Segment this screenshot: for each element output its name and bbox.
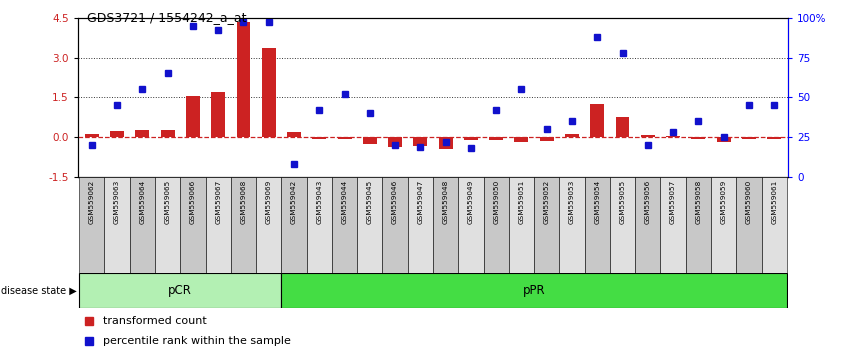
Bar xyxy=(666,136,680,137)
Bar xyxy=(635,177,661,273)
Text: GSM559042: GSM559042 xyxy=(291,180,297,224)
Bar xyxy=(383,177,408,273)
Bar xyxy=(742,137,756,139)
Bar xyxy=(155,177,180,273)
Bar xyxy=(211,92,225,137)
Bar xyxy=(281,177,307,273)
Bar xyxy=(483,177,509,273)
Bar xyxy=(458,177,483,273)
Bar xyxy=(717,137,731,142)
Bar xyxy=(691,137,705,138)
Bar xyxy=(413,137,427,147)
Bar xyxy=(307,177,332,273)
Bar xyxy=(540,137,553,141)
Bar xyxy=(408,177,433,273)
Bar xyxy=(180,177,205,273)
Text: GSM559054: GSM559054 xyxy=(594,180,600,224)
Text: GSM559066: GSM559066 xyxy=(190,180,196,224)
Bar xyxy=(489,137,503,141)
Bar xyxy=(591,104,604,137)
Text: GSM559047: GSM559047 xyxy=(417,180,423,224)
Bar xyxy=(85,134,99,137)
Bar xyxy=(79,273,281,308)
Text: GSM559057: GSM559057 xyxy=(670,180,676,224)
Bar xyxy=(262,48,275,137)
Bar xyxy=(388,137,402,147)
Bar xyxy=(439,137,453,149)
Text: GSM559051: GSM559051 xyxy=(519,180,525,224)
Bar xyxy=(236,22,250,137)
Text: GSM559059: GSM559059 xyxy=(721,180,727,224)
Bar xyxy=(433,177,458,273)
Text: GSM559050: GSM559050 xyxy=(493,180,499,224)
Text: GSM559049: GSM559049 xyxy=(468,180,474,224)
Bar xyxy=(761,177,787,273)
Bar xyxy=(585,177,610,273)
Text: GSM559045: GSM559045 xyxy=(367,180,373,224)
Bar xyxy=(135,130,149,137)
Bar xyxy=(509,177,534,273)
Text: GSM559053: GSM559053 xyxy=(569,180,575,224)
Text: GSM559065: GSM559065 xyxy=(165,180,171,224)
Bar xyxy=(610,177,635,273)
Bar xyxy=(313,137,326,138)
Text: pPR: pPR xyxy=(523,284,546,297)
Bar xyxy=(338,137,352,138)
Text: GSM559056: GSM559056 xyxy=(645,180,651,224)
Bar xyxy=(464,137,478,141)
Text: percentile rank within the sample: percentile rank within the sample xyxy=(103,336,291,346)
Bar xyxy=(534,177,559,273)
Bar xyxy=(363,137,377,144)
Bar xyxy=(231,177,256,273)
Text: GSM559067: GSM559067 xyxy=(215,180,221,224)
Text: GSM559044: GSM559044 xyxy=(341,180,347,224)
Bar xyxy=(616,117,630,137)
Bar xyxy=(281,273,787,308)
Text: pCR: pCR xyxy=(168,284,192,297)
Bar xyxy=(514,137,528,142)
Text: GSM559068: GSM559068 xyxy=(241,180,247,224)
Bar xyxy=(661,177,686,273)
Bar xyxy=(332,177,357,273)
Bar xyxy=(105,177,130,273)
Text: GSM559046: GSM559046 xyxy=(392,180,398,224)
Bar xyxy=(256,177,281,273)
Text: GSM559069: GSM559069 xyxy=(266,180,272,224)
Bar xyxy=(161,130,175,137)
Text: GSM559058: GSM559058 xyxy=(695,180,701,224)
Bar xyxy=(711,177,736,273)
Text: GSM559064: GSM559064 xyxy=(139,180,145,224)
Text: GDS3721 / 1554242_a_at: GDS3721 / 1554242_a_at xyxy=(87,11,246,24)
Text: GSM559055: GSM559055 xyxy=(619,180,625,224)
Text: GSM559052: GSM559052 xyxy=(544,180,550,224)
Bar xyxy=(559,177,585,273)
Text: transformed count: transformed count xyxy=(103,316,207,326)
Bar xyxy=(287,132,301,137)
Text: GSM559063: GSM559063 xyxy=(114,180,120,224)
Text: GSM559062: GSM559062 xyxy=(89,180,95,224)
Bar xyxy=(110,131,124,137)
Bar xyxy=(641,135,655,137)
Bar xyxy=(205,177,231,273)
Text: disease state ▶: disease state ▶ xyxy=(1,285,76,295)
Text: GSM559060: GSM559060 xyxy=(746,180,752,224)
Text: GSM559048: GSM559048 xyxy=(443,180,449,224)
Bar xyxy=(186,96,200,137)
Bar xyxy=(79,177,105,273)
Bar xyxy=(565,134,579,137)
Bar xyxy=(686,177,711,273)
Bar xyxy=(767,137,781,138)
Bar xyxy=(357,177,383,273)
Text: GSM559043: GSM559043 xyxy=(316,180,322,224)
Text: GSM559061: GSM559061 xyxy=(771,180,777,224)
Bar xyxy=(736,177,761,273)
Bar xyxy=(130,177,155,273)
